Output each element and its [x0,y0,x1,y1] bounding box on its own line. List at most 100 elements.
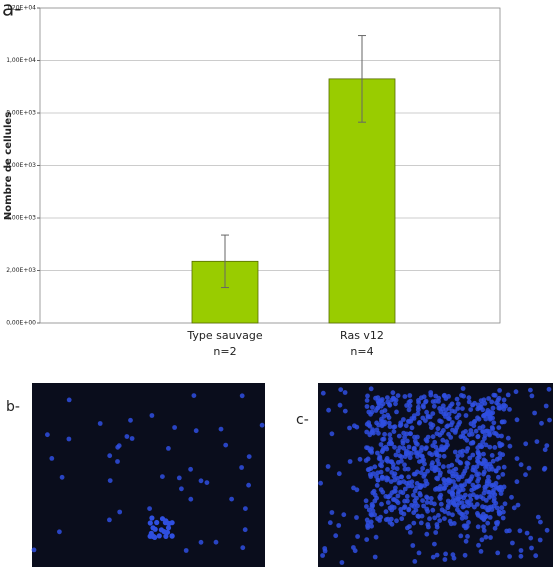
cell [474,464,480,470]
cell [204,480,210,485]
cell [406,480,412,486]
cell [395,493,401,499]
cell [438,501,444,507]
cell [357,456,363,462]
cell [97,421,103,426]
cell [411,520,417,526]
cell [395,476,400,481]
cell [539,420,544,426]
cell [493,500,499,506]
cell [374,483,380,488]
cell [533,553,539,559]
cell [402,498,407,504]
cell [474,495,480,500]
cell [475,478,480,484]
cell [473,428,479,434]
cell [455,491,461,497]
cell [218,426,224,432]
cell [430,434,436,440]
cell [468,428,474,433]
cell [462,552,468,558]
cell [483,534,489,540]
cell [377,518,382,523]
cell [420,403,426,408]
cell [483,442,489,448]
cell [494,520,499,526]
cell [430,507,436,513]
cell [479,461,485,467]
cell [480,496,486,501]
cell [454,457,460,463]
cell [455,401,461,407]
cell [354,515,359,520]
cell [424,438,430,444]
cell [380,437,385,442]
cell [475,434,481,439]
cell [542,447,548,453]
cell [45,432,50,438]
cell [507,407,512,412]
cell [437,473,443,478]
cell [456,412,462,418]
cell [117,509,123,515]
cell [486,396,491,401]
cell [411,471,417,477]
cell [470,452,476,458]
cell [399,516,405,522]
cell [411,492,416,498]
cell [434,524,440,530]
cell [500,515,506,521]
cell [427,414,433,420]
cell [463,492,468,498]
cell [490,458,496,464]
cell [463,413,469,418]
cell [502,501,508,507]
cell [392,444,397,450]
cell [529,545,534,551]
cell [124,434,130,439]
cell [429,462,435,468]
cell [501,397,507,403]
cell [489,483,495,489]
cell [412,559,418,564]
cell [406,407,412,413]
cell [442,478,447,483]
cell [424,409,429,415]
cell [393,485,398,491]
cell [499,505,505,511]
cell [160,474,165,479]
cell [375,477,381,483]
cell [454,484,460,490]
cell [437,518,443,523]
cell [364,537,370,542]
micrograph [31,383,265,567]
cell [433,393,439,399]
cell [375,450,380,456]
cell [66,397,72,403]
cell [418,520,424,526]
cell [429,425,434,430]
cell [402,394,408,399]
y-tick-label: 1,20E+04 [6,5,36,12]
cell [169,520,175,526]
cell [246,454,252,459]
cell [372,464,378,470]
cell [485,507,490,513]
cell [543,403,549,409]
cell [463,429,468,434]
cell [482,469,487,475]
cell [391,429,397,434]
cell [464,460,470,466]
cell [440,437,446,443]
cell [107,453,113,459]
cell [369,446,374,452]
cell [471,492,476,498]
cell [388,479,394,484]
cell [318,480,323,486]
cell [420,498,425,503]
cell [401,430,407,436]
cell [470,402,475,408]
cell [483,428,489,434]
cell [191,393,197,398]
cell [213,539,219,545]
